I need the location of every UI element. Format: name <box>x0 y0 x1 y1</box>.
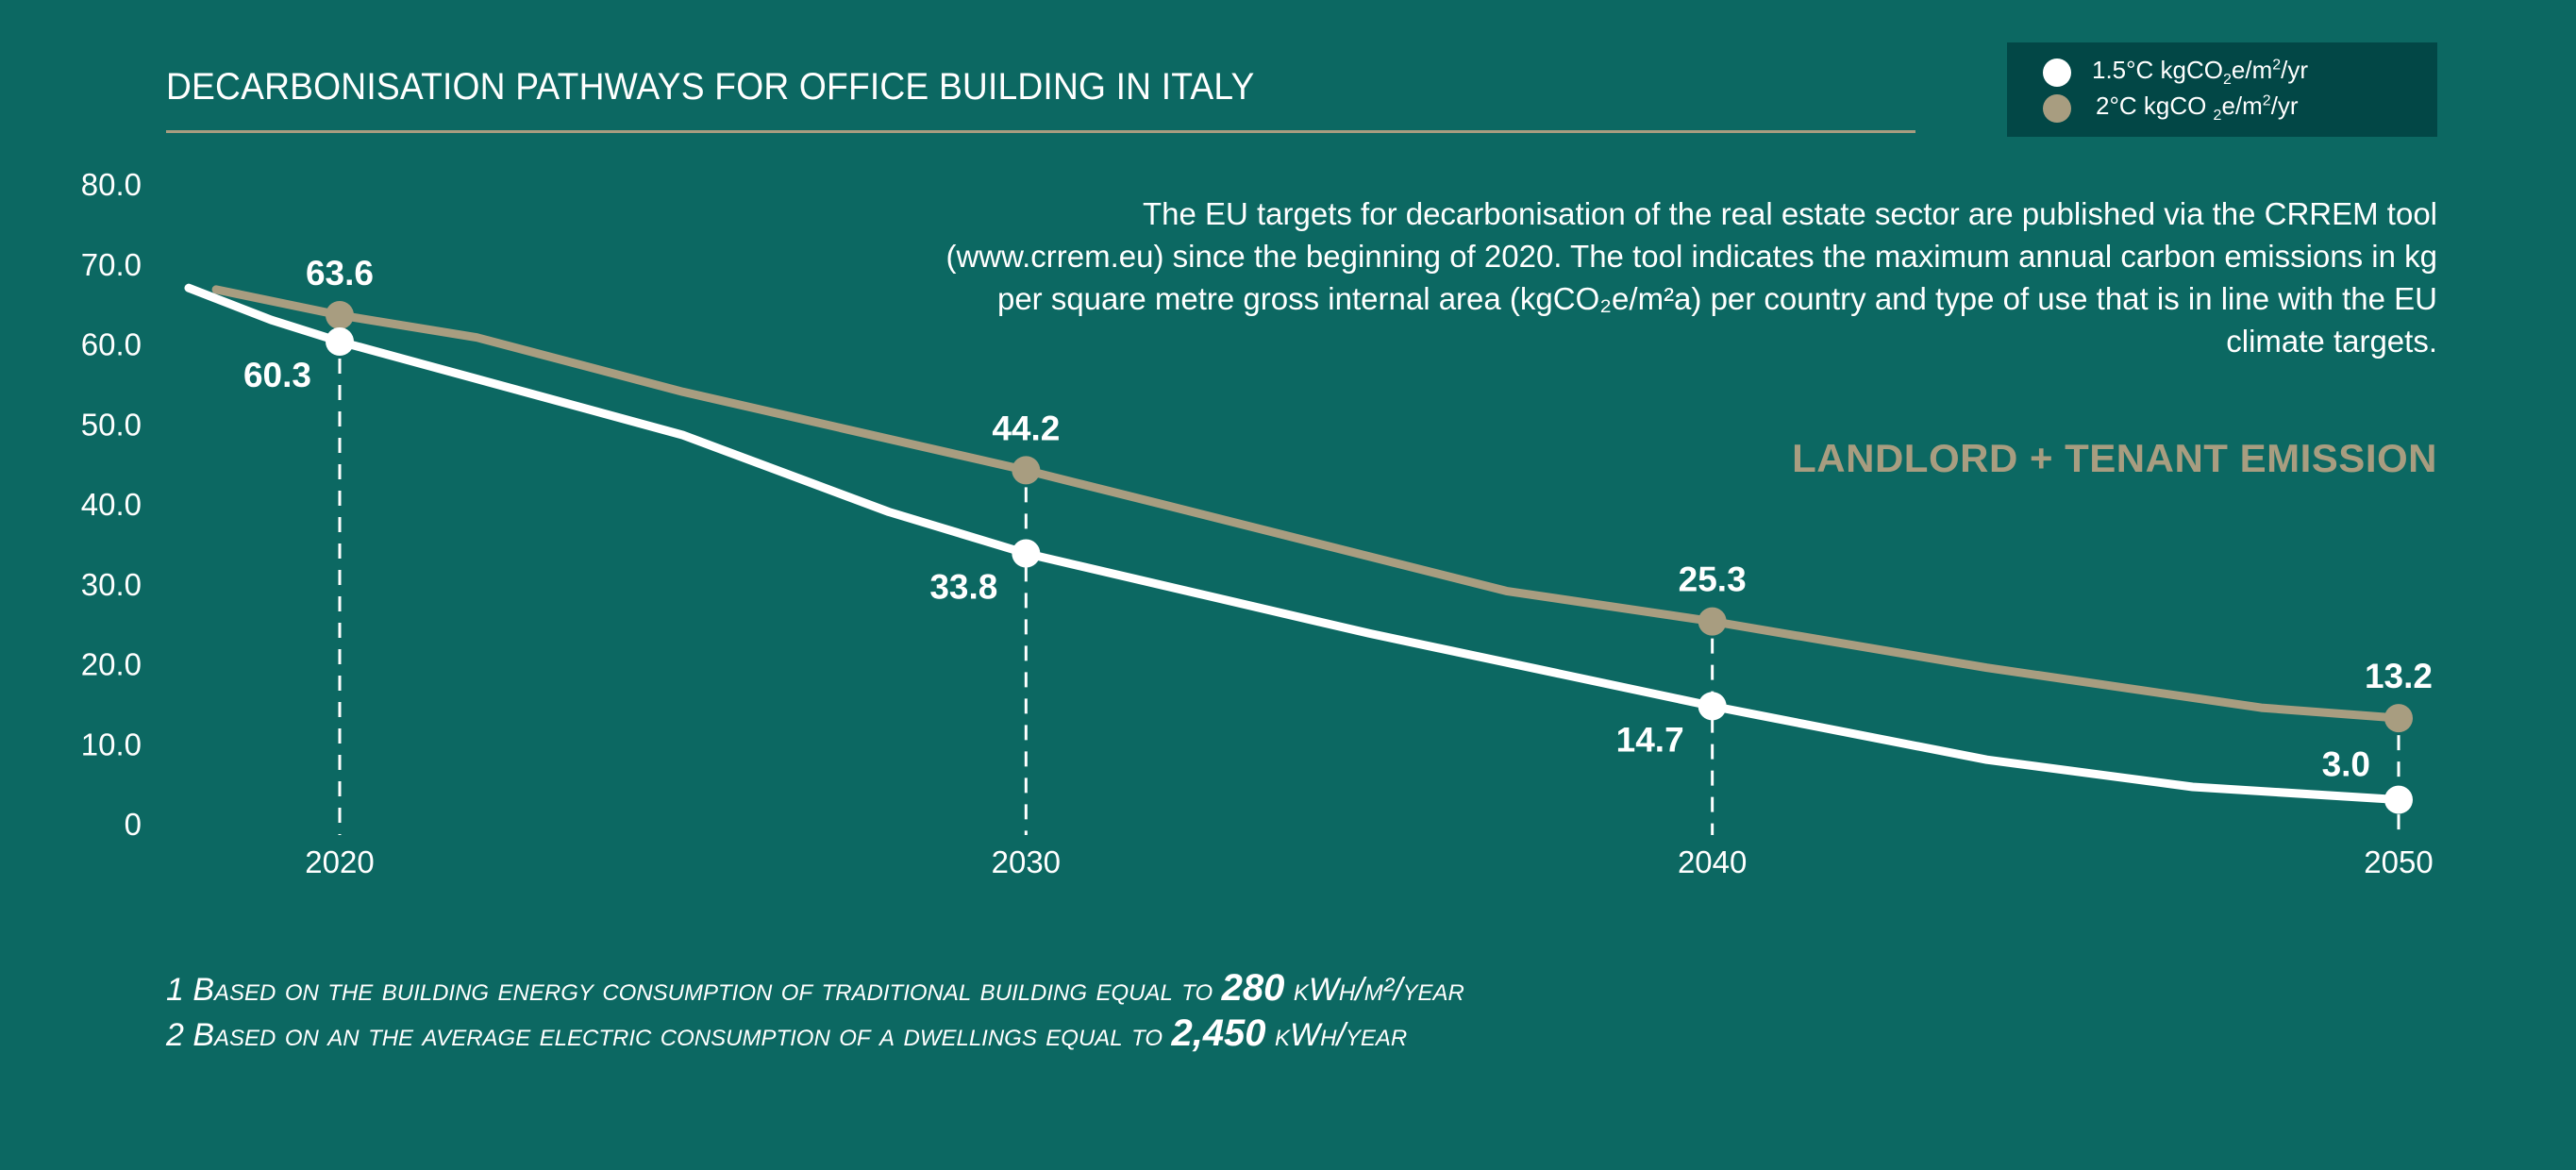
y-tick-label: 30.0 <box>81 567 142 602</box>
data-label-2c: 13.2 <box>2365 657 2433 695</box>
data-label-1-5c: 60.3 <box>243 356 311 394</box>
x-tick-label: 2030 <box>992 844 1061 879</box>
title-underline <box>166 130 1915 133</box>
legend-marker-white-icon <box>2043 58 2071 87</box>
x-tick-label: 2050 <box>2364 844 2433 879</box>
data-point-1-5c <box>2384 785 2413 814</box>
y-tick-label: 70.0 <box>81 247 142 282</box>
series-lines <box>184 283 2403 805</box>
y-tick-label: 50.0 <box>81 407 142 442</box>
data-labels: 63.6 44.2 25.3 13.2 60.3 33.8 14.7 3.0 <box>243 254 2433 784</box>
data-point-1-5c <box>1012 539 1041 568</box>
data-point-2c <box>1698 607 1727 636</box>
data-label-2c: 63.6 <box>306 254 374 292</box>
legend-label: 2°C kgCO 2e/m2/yr <box>2096 92 2299 125</box>
data-label-1-5c: 33.8 <box>929 568 997 607</box>
x-axis: 2020 2030 2040 2050 <box>305 844 2433 879</box>
line-chart: 010.020.030.040.050.060.070.080.0 2020 20… <box>81 167 2434 879</box>
y-tick-label: 40.0 <box>81 487 142 522</box>
series-line-1-5c <box>184 283 2403 805</box>
data-label-2c: 25.3 <box>1679 560 1747 599</box>
data-point-1-5c <box>326 326 354 356</box>
data-point-2c <box>326 300 354 329</box>
y-tick-label: 0 <box>125 807 142 842</box>
x-tick-label: 2040 <box>1678 844 1747 879</box>
data-label-1-5c: 14.7 <box>1616 720 1684 759</box>
footnote-2: 2 Based on an the average electric consu… <box>166 1012 1408 1054</box>
series-markers <box>326 300 2413 814</box>
y-tick-label: 60.0 <box>81 327 142 362</box>
description-text: The EU targets for decarbonisation of th… <box>945 196 2437 359</box>
data-point-1-5c <box>1698 692 1727 721</box>
y-axis: 0 10.0 20.0 30.0 40.0 50.0 60.0 70.0 80.0 <box>81 167 142 842</box>
section-title: LANDLORD + TENANT EMISSION <box>1792 436 2437 480</box>
x-tick-label: 2020 <box>305 844 374 879</box>
series-line-2c <box>211 285 2403 723</box>
data-point-2c <box>2384 704 2413 733</box>
data-point-2c <box>1012 456 1041 485</box>
guide-lines <box>338 331 2400 835</box>
legend-label: 1.5°C kgCO2e/m2/yr <box>2092 56 2309 89</box>
legend-item-1-5c: 1.5°C kgCO2e/m2/yr <box>2043 56 2308 89</box>
chart-title: DECARBONISATION PATHWAYS FOR OFFICE BUIL… <box>166 66 1255 108</box>
y-tick-label: 10.0 <box>81 727 142 761</box>
data-label-1-5c: 3.0 <box>2322 745 2370 784</box>
legend-item-2c: 2°C kgCO 2e/m2/yr <box>2043 92 2299 125</box>
legend: 1.5°C kgCO2e/m2/yr 2°C kgCO 2e/m2/yr <box>2007 42 2437 137</box>
y-tick-label: 20.0 <box>81 647 142 682</box>
legend-marker-tan-icon <box>2043 93 2071 123</box>
y-tick-label: 80.0 <box>81 167 142 202</box>
data-label-2c: 44.2 <box>992 409 1060 447</box>
footnote-1: 1 Based on the building energy consumpti… <box>166 967 1464 1009</box>
footnotes: 1 Based on the building energy consumpti… <box>166 966 1464 1057</box>
